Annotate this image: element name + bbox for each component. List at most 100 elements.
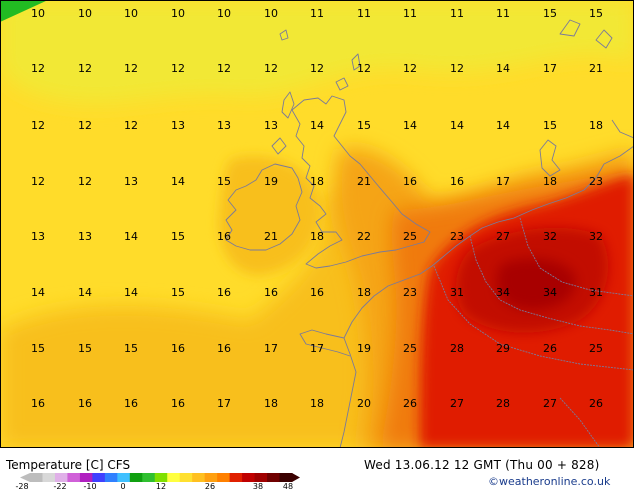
- scale-tick-label: 48: [282, 482, 294, 491]
- grid-value-label: 12: [31, 175, 45, 188]
- grid-value-label: 10: [264, 7, 278, 20]
- grid-value-label: 12: [357, 62, 371, 75]
- grid-value-label: 16: [31, 397, 45, 410]
- coastline-ireland: [225, 163, 303, 251]
- grid-value-label: 14: [450, 119, 464, 132]
- grid-value-label: 14: [496, 62, 510, 75]
- grid-value-label: 16: [217, 286, 231, 299]
- grid-value-label: 26: [543, 342, 557, 355]
- grid-value-label: 10: [124, 7, 138, 20]
- scale-swatch: [104, 473, 118, 482]
- grid-value-label: 11: [450, 7, 464, 20]
- temp-band-warm-west: [0, 180, 430, 448]
- grid-value-label: 15: [217, 175, 231, 188]
- grid-value-label: 32: [543, 230, 557, 243]
- grid-value-label: 14: [496, 119, 510, 132]
- grid-value-label: 15: [543, 119, 557, 132]
- grid-value-label: 15: [124, 342, 138, 355]
- grid-value-label: 17: [310, 342, 324, 355]
- grid-value-label: 16: [124, 397, 138, 410]
- grid-value-label: 11: [403, 7, 417, 20]
- grid-value-label: 16: [217, 342, 231, 355]
- grid-value-label: 16: [217, 230, 231, 243]
- grid-value-label: 15: [589, 7, 603, 20]
- grid-value-label: 27: [543, 397, 557, 410]
- coastline-orkney: [335, 53, 361, 91]
- grid-value-label: 19: [357, 342, 371, 355]
- grid-value-label: 16: [403, 175, 417, 188]
- grid-value-label: 21: [357, 175, 371, 188]
- grid-value-label: 12: [78, 62, 92, 75]
- grid-value-label: 25: [403, 342, 417, 355]
- grid-value-label: 12: [78, 175, 92, 188]
- grid-value-label: 16: [171, 397, 185, 410]
- grid-value-label: 18: [264, 397, 278, 410]
- scale-tick-label: -22: [53, 482, 67, 491]
- grid-value-label: 32: [589, 230, 603, 243]
- grid-value-label: 11: [357, 7, 371, 20]
- scale-swatch: [179, 473, 193, 482]
- grid-value-label: 25: [589, 342, 603, 355]
- temp-band-ireland: [219, 156, 321, 275]
- grid-value-label: 18: [589, 119, 603, 132]
- copyright-link[interactable]: ©weatheronline.co.uk: [488, 475, 611, 488]
- scale-arrow-left: [20, 473, 30, 482]
- grid-value-label: 12: [403, 62, 417, 75]
- legend-footer: Temperature [C] CFS Wed 13.06.12 12 GMT …: [0, 448, 634, 490]
- grid-value-label: 27: [450, 397, 464, 410]
- grid-value-label: 28: [496, 397, 510, 410]
- grid-value-label: 23: [403, 286, 417, 299]
- scale-tick-label: -28: [15, 482, 29, 491]
- scale-swatch: [30, 473, 43, 482]
- grid-value-label: 28: [450, 342, 464, 355]
- grid-value-label: 31: [450, 286, 464, 299]
- scale-swatch: [167, 473, 181, 482]
- grid-value-label: 31: [589, 286, 603, 299]
- grid-value-label: 15: [31, 342, 45, 355]
- grid-value-label: 14: [78, 286, 92, 299]
- country-borders: [433, 217, 634, 448]
- coastline-continent: [339, 145, 634, 448]
- grid-value-label: 15: [78, 342, 92, 355]
- coastline-faroe: [279, 29, 289, 41]
- scale-tick-label: 38: [252, 482, 264, 491]
- grid-value-label: 12: [264, 62, 278, 75]
- scale-tick-label: 0: [120, 482, 126, 491]
- forecast-time: Wed 13.06.12 12 GMT (Thu 00 + 828): [364, 458, 600, 472]
- grid-value-label: 16: [78, 397, 92, 410]
- grid-value-label: 10: [217, 7, 231, 20]
- grid-value-label: 16: [450, 175, 464, 188]
- temp-band-cool-north: [0, 0, 634, 103]
- grid-value-label: 12: [124, 62, 138, 75]
- grid-value-label: 15: [357, 119, 371, 132]
- coastlines: [225, 19, 634, 448]
- scale-tick-label: -10: [83, 482, 97, 491]
- grid-value-label: 14: [124, 230, 138, 243]
- grid-value-label: 10: [31, 7, 45, 20]
- grid-value-label: 14: [403, 119, 417, 132]
- grid-value-label: 27: [496, 230, 510, 243]
- scale-tick-label: 12: [155, 482, 167, 491]
- grid-value-label: 12: [171, 62, 185, 75]
- scale-swatch: [117, 473, 131, 482]
- scale-tick-label: 26: [204, 482, 216, 491]
- grid-value-label: 10: [171, 7, 185, 20]
- grid-value-label: 13: [217, 119, 231, 132]
- grid-value-label: 15: [171, 230, 185, 243]
- scale-swatch: [129, 473, 143, 482]
- grid-value-label: 12: [217, 62, 231, 75]
- grid-value-label: 34: [543, 286, 557, 299]
- grid-value-label: 17: [496, 175, 510, 188]
- scale-swatch: [42, 473, 56, 482]
- coastline-brittany: [299, 329, 351, 357]
- grid-value-label: 26: [589, 397, 603, 410]
- temp-band-cold-corner: [0, 0, 48, 22]
- grid-value-label: 26: [403, 397, 417, 410]
- grid-value-label: 16: [310, 286, 324, 299]
- grid-value-label: 25: [403, 230, 417, 243]
- grid-value-label: 34: [496, 286, 510, 299]
- grid-value-label: 12: [31, 62, 45, 75]
- grid-value-label: 15: [543, 7, 557, 20]
- grid-value-label: 13: [124, 175, 138, 188]
- grid-value-label: 18: [310, 230, 324, 243]
